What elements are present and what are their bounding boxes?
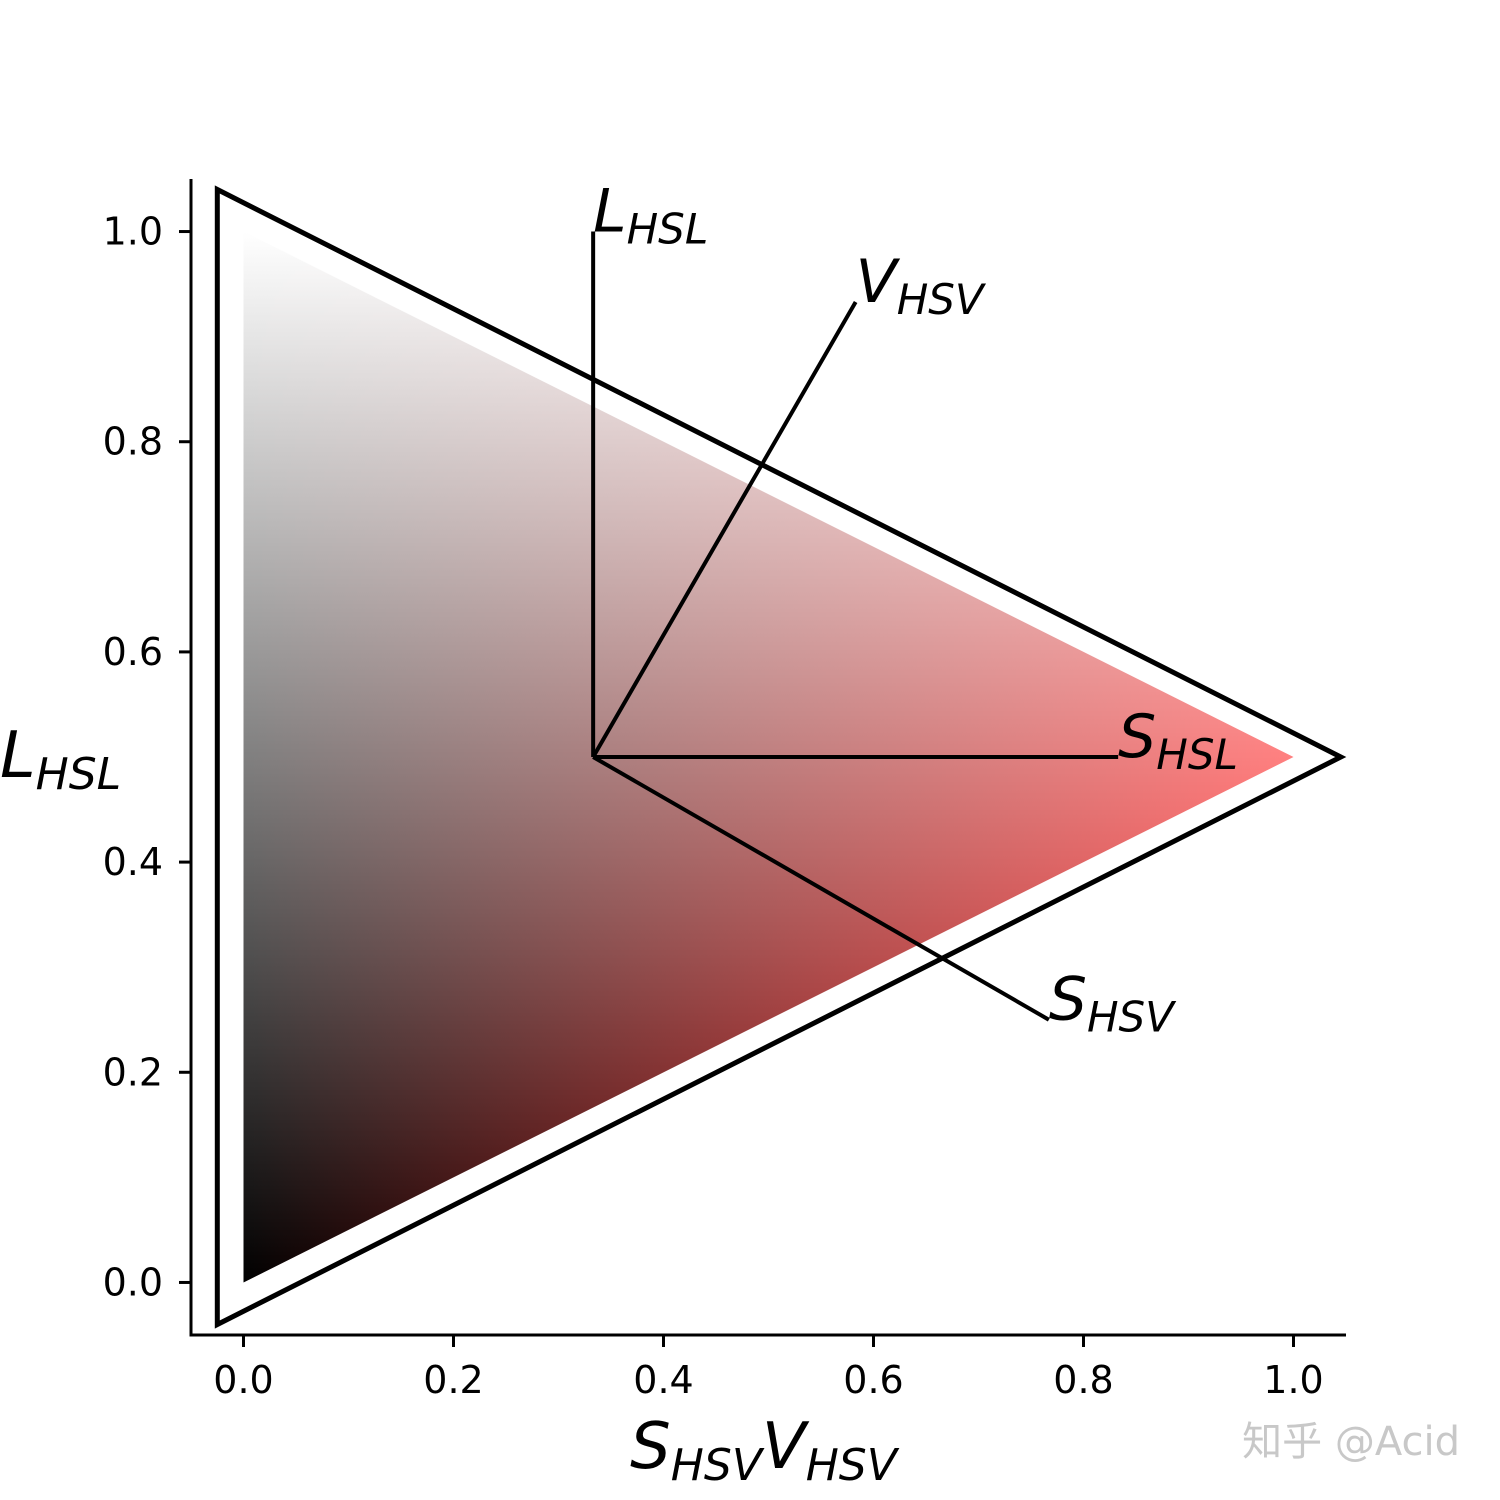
y-axis-label: LHSL [0, 719, 121, 800]
x-tick-label: 0.6 [843, 1358, 903, 1402]
vector-label-sub: HSL [1156, 730, 1238, 779]
y-tick-label: 0.4 [103, 840, 163, 884]
y-tick-label: 0.8 [103, 420, 163, 464]
x-tick-label: 0.8 [1053, 1358, 1113, 1402]
y-tick-label: 0.2 [103, 1050, 163, 1094]
vector-label-l-hsl: LHSL [593, 177, 708, 254]
x-tick-label: 0.4 [633, 1358, 693, 1402]
y-tick-label: 0.6 [103, 630, 163, 674]
watermark: 知乎 @Acid [1242, 1419, 1460, 1465]
x-ticks: 0.0 0.2 0.4 0.6 0.8 1.0 [213, 1335, 1324, 1402]
vector-label-sub: HSL [627, 205, 709, 254]
x-tick-label: 1.0 [1263, 1358, 1323, 1402]
y-tick-label: 0.0 [103, 1260, 163, 1304]
vector-label-base: S [1118, 702, 1156, 772]
vector-label-base: V [856, 247, 901, 317]
y-axis-label-sub: HSL [36, 749, 122, 800]
vector-label-sub: HSV [897, 275, 987, 324]
x-axis-label-sub-2: HSV [806, 1440, 900, 1491]
vector-label-base: S [1049, 965, 1087, 1035]
x-tick-label: 0.2 [423, 1358, 483, 1402]
vector-v-hsv [591, 300, 858, 758]
vector-label-base: L [593, 177, 626, 247]
y-ticks: 0.0 0.2 0.4 0.6 0.8 1.0 [103, 210, 191, 1304]
x-axis-label: SHSVVHSV [630, 1410, 900, 1491]
x-axis-label-base-2: V [762, 1410, 810, 1484]
vector-label-sub: HSV [1087, 993, 1177, 1042]
x-tick-label: 0.0 [213, 1358, 273, 1402]
vector-label-s-hsv: SHSV [1049, 965, 1177, 1042]
x-axis-label-base-1: S [630, 1410, 671, 1484]
vector-label-s-hsl: SHSL [1118, 702, 1238, 779]
y-tick-label: 1.0 [103, 210, 163, 254]
outline-triangle [214, 185, 1347, 1329]
x-axis-label-sub-1: HSV [671, 1440, 765, 1491]
y-axis-label-base: L [0, 719, 36, 793]
vector-s-hsv [592, 755, 1050, 1022]
vector-label-v-hsv: VHSV [856, 247, 987, 324]
